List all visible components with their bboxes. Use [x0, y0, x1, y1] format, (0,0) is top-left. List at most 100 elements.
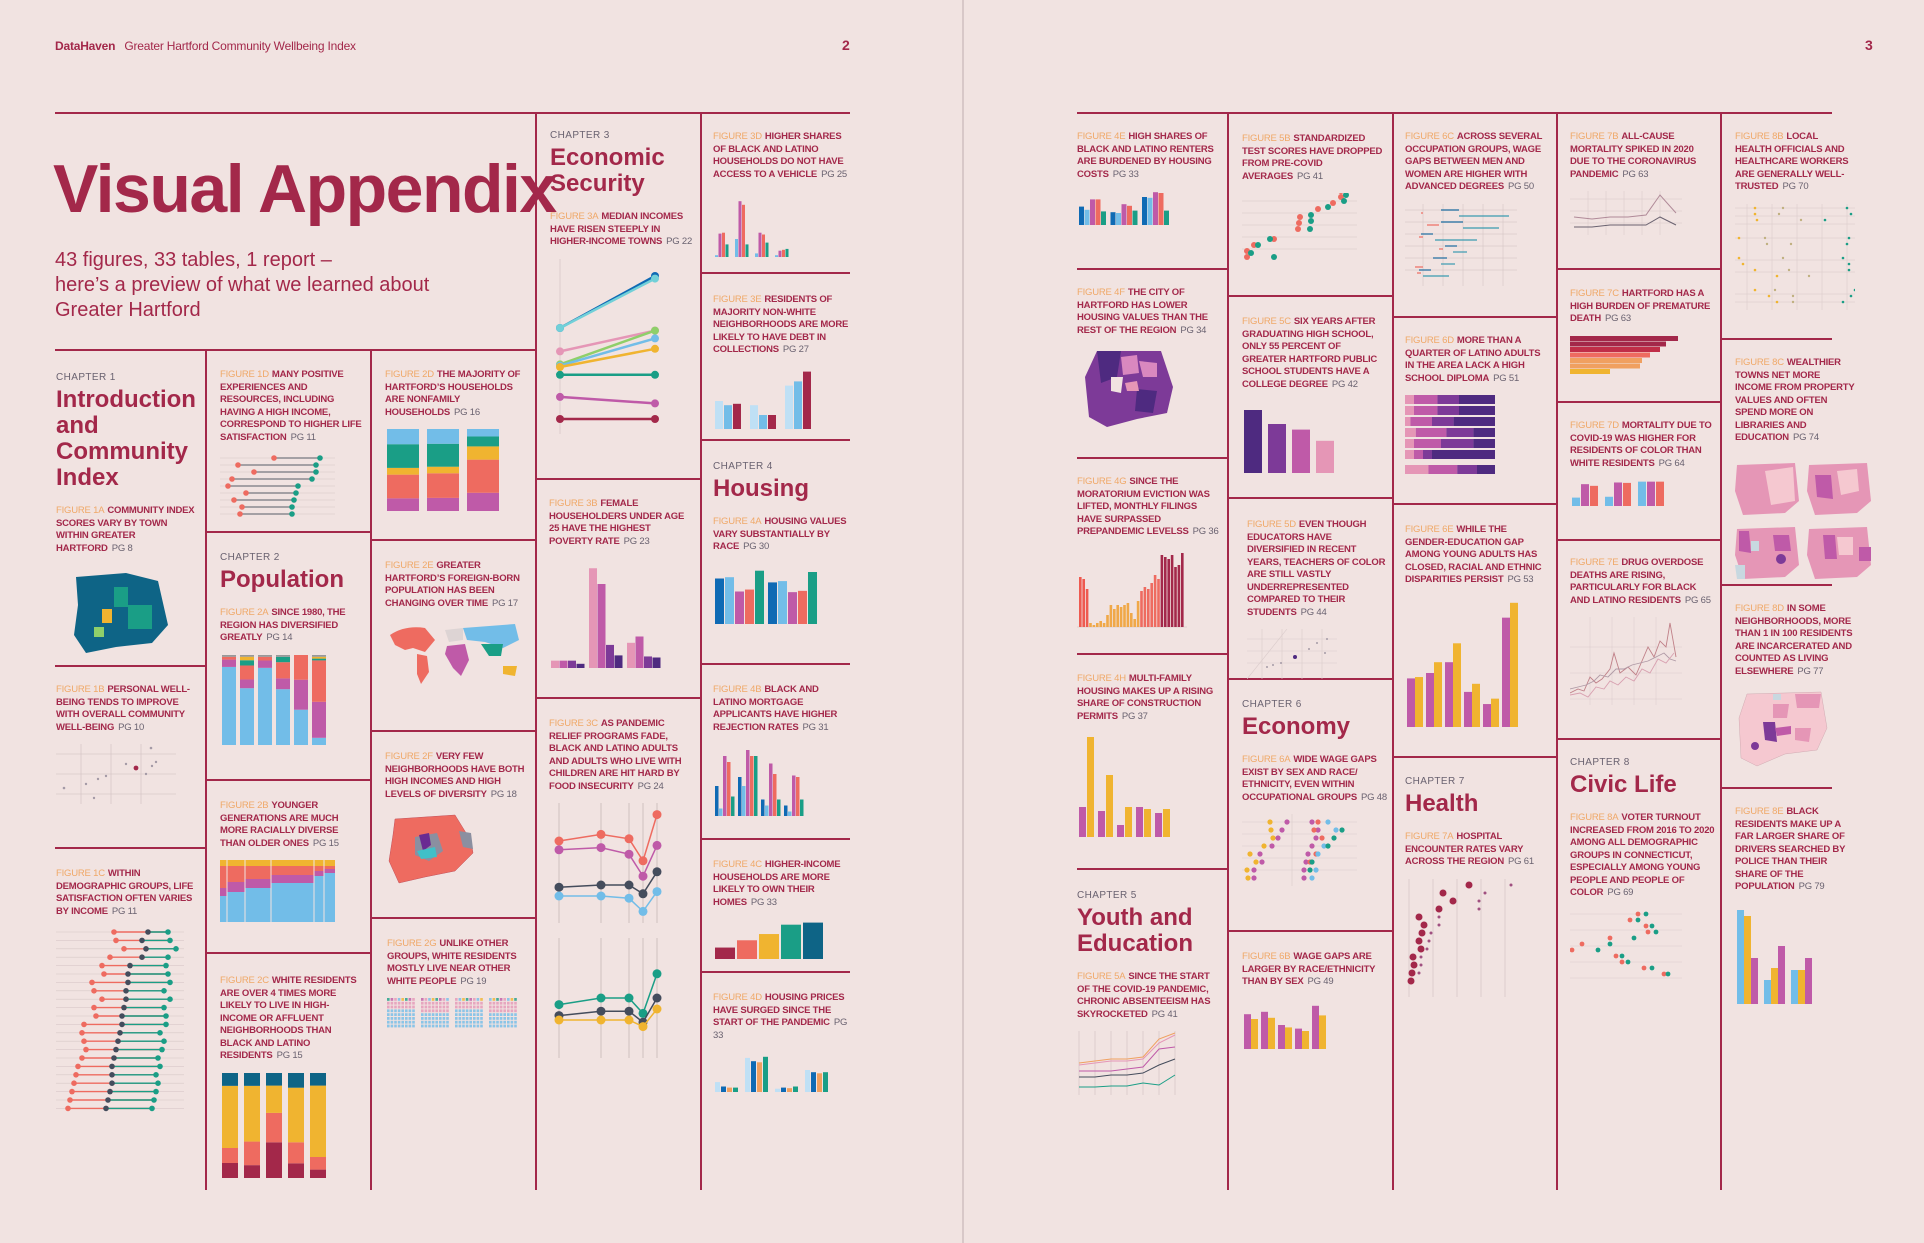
- figure-caption-4e[interactable]: FIGURE 4E HIGH SHARES OF BLACK AND LATINO…: [1077, 131, 1222, 181]
- figure-description: BLACK RESIDENTS MAKE UP A FAR LARGER SHA…: [1735, 806, 1846, 892]
- figure-description: VERY FEW NEIGHBORHOODS HAVE BOTH HIGH IN…: [385, 751, 525, 800]
- figure-caption-4c[interactable]: FIGURE 4C HIGHER-INCOME HOUSEHOLDS ARE MO…: [713, 859, 853, 909]
- figure-caption-4h[interactable]: FIGURE 4H MULTI-FAMILY HOUSING MAKES UP A…: [1077, 673, 1222, 723]
- figure-caption-7c[interactable]: FIGURE 7C HARTFORD HAS A HIGH BURDEN OF P…: [1570, 288, 1715, 326]
- figure-caption-3a[interactable]: FIGURE 3A MEDIAN INCOMES HAVE RISEN STEEP…: [550, 211, 695, 249]
- divider: [1227, 930, 1392, 932]
- figure-label: FIGURE 7A: [1405, 831, 1454, 842]
- figure-caption-1a[interactable]: FIGURE 1A COMMUNITY INDEX SCORES VARY BY …: [56, 505, 198, 555]
- figure-caption-2b[interactable]: FIGURE 2B YOUNGER GENERATIONS ARE MUCH MO…: [220, 800, 365, 850]
- figure-3a-slope-chart: [556, 258, 659, 434]
- figure-caption-8a[interactable]: FIGURE 8A VOTER TURNOUT INCREASED FROM 20…: [1570, 812, 1715, 900]
- divider: [1227, 112, 1229, 1190]
- figure-label: FIGURE 3C: [549, 718, 598, 729]
- page-reference: PG 51: [1493, 372, 1520, 384]
- figure-description: WEALTHIER TOWNS NET MORE INCOME FROM PRO…: [1735, 357, 1855, 443]
- divider: [700, 439, 850, 441]
- figure-caption-2d[interactable]: FIGURE 2D THE MAJORITY OF HARTFORD’S HOUS…: [385, 369, 530, 419]
- figure-description: ACROSS SEVERAL OCCUPATION GROUPS, WAGE G…: [1405, 131, 1543, 192]
- figure-caption-2a[interactable]: FIGURE 2A SINCE 1980, THE REGION HAS DIVE…: [220, 607, 365, 645]
- divider: [205, 952, 370, 954]
- figure-caption-2e[interactable]: FIGURE 2E GREATER HARTFORD’S FOREIGN-BORN…: [385, 560, 530, 610]
- figure-caption-1c[interactable]: FIGURE 1C WITHIN DEMOGRAPHIC GROUPS, LIFE…: [56, 868, 198, 918]
- figure-description: MEDIAN INCOMES HAVE RISEN STEEPLY IN HIG…: [550, 211, 684, 247]
- figure-caption-7d[interactable]: FIGURE 7D MORTALITY DUE TO COVID-19 WAS H…: [1570, 420, 1715, 470]
- figure-1c-panel: FIGURE 1C WITHIN DEMOGRAPHIC GROUPS, LIFE…: [56, 868, 198, 1118]
- figure-caption-6e[interactable]: FIGURE 6E WHILE THE GENDER-EDUCATION GAP …: [1405, 524, 1550, 587]
- page-reference: PG 31: [802, 721, 829, 733]
- figure-label: FIGURE 2D: [385, 369, 434, 380]
- figure-label: FIGURE 7E: [1570, 557, 1619, 568]
- figure-caption-3e[interactable]: FIGURE 3E RESIDENTS OF MAJORITY NON-WHITE…: [713, 294, 853, 357]
- figure-description: WIDE WAGE GAPS EXIST BY SEX AND RACE/ ET…: [1242, 754, 1377, 803]
- figure-caption-5b[interactable]: FIGURE 5B STANDARDIZED TEST SCORES HAVE D…: [1242, 133, 1387, 183]
- figure-8c-small-multiple-maps: [1735, 462, 1871, 579]
- figure-caption-1b[interactable]: FIGURE 1B PERSONAL WELL-BEING TENDS TO IM…: [56, 684, 198, 734]
- page-reference: PG 18: [490, 788, 517, 800]
- figure-label: FIGURE 5B: [1242, 133, 1291, 144]
- figure-4e-bar-chart: [1079, 192, 1169, 225]
- figure-description: WHILE THE GENDER-EDUCATION GAP AMONG YOU…: [1405, 524, 1542, 585]
- figure-description: COMMUNITY INDEX SCORES VARY BY TOWN WITH…: [56, 505, 195, 554]
- figure-caption-1d[interactable]: FIGURE 1D MANY POSITIVE EXPERIENCES AND R…: [220, 369, 365, 444]
- figure-caption-2g[interactable]: FIGURE 2G UNLIKE OTHER GROUPS, WHITE RESI…: [387, 938, 532, 988]
- figure-caption-3b[interactable]: FIGURE 3B FEMALE HOUSEHOLDERS UNDER AGE 2…: [549, 498, 694, 548]
- figure-label: FIGURE 2C: [220, 975, 269, 986]
- figure-label: FIGURE 3B: [549, 498, 598, 509]
- figure-caption-2f[interactable]: FIGURE 2F VERY FEW NEIGHBORHOODS HAVE BOT…: [385, 751, 530, 801]
- figure-4a-bar-chart: [715, 570, 817, 624]
- figure-caption-8d[interactable]: FIGURE 8D IN SOME NEIGHBORHOODS, MORE THA…: [1735, 603, 1855, 678]
- divider: [1227, 497, 1392, 499]
- figure-caption-8c[interactable]: FIGURE 8C WEALTHIER TOWNS NET MORE INCOME…: [1735, 357, 1855, 445]
- figure-2b-mosaic: [220, 860, 335, 922]
- figure-caption-3c[interactable]: FIGURE 3C AS PANDEMIC RELIEF PROGRAMS FAD…: [549, 718, 694, 793]
- figure-6c-range-chart: [1405, 203, 1517, 286]
- figure-caption-3d[interactable]: FIGURE 3D HIGHER SHARES OF BLACK AND LATI…: [713, 131, 853, 181]
- chapter-label: CHAPTER 3: [550, 130, 610, 141]
- figure-8d-panel: FIGURE 8D IN SOME NEIGHBORHOODS, MORE THA…: [1735, 603, 1855, 770]
- figure-6d-panel: FIGURE 6D MORE THAN A QUARTER OF LATINO A…: [1405, 335, 1550, 481]
- figure-label: FIGURE 6A: [1242, 754, 1291, 765]
- figure-4e-panel: FIGURE 4E HIGH SHARES OF BLACK AND LATINO…: [1077, 131, 1222, 225]
- figure-label: FIGURE 2B: [220, 800, 269, 811]
- page-reference: PG 48: [1360, 791, 1387, 803]
- page-reference: PG 65: [1684, 594, 1711, 606]
- brand-name: DataHaven: [55, 39, 116, 53]
- figure-caption-6c[interactable]: FIGURE 6C ACROSS SEVERAL OCCUPATION GROUP…: [1405, 131, 1550, 194]
- figure-caption-6b[interactable]: FIGURE 6B WAGE GAPS ARE LARGER BY RACE/ET…: [1242, 951, 1387, 989]
- page-reference: PG 36: [1192, 526, 1219, 537]
- figure-caption-4d[interactable]: FIGURE 4D HOUSING PRICES HAVE SURGED SINC…: [713, 992, 853, 1042]
- figure-2g-panel: FIGURE 2G UNLIKE OTHER GROUPS, WHITE RESI…: [387, 938, 532, 1032]
- chapter-7-section: CHAPTER 7 Health FIGURE 7A HOSPITAL ENCOU…: [1405, 776, 1550, 997]
- figure-label: FIGURE 7C: [1570, 288, 1619, 299]
- figure-caption-2c[interactable]: FIGURE 2C WHITE RESIDENTS ARE OVER 4 TIME…: [220, 975, 365, 1063]
- figure-caption-7b[interactable]: FIGURE 7B ALL-CAUSE MORTALITY SPIKED IN 2…: [1570, 131, 1715, 181]
- figure-caption-4f[interactable]: FIGURE 4F THE CITY OF HARTFORD HAS LOWER …: [1077, 287, 1222, 337]
- figure-4c-panel: FIGURE 4C HIGHER-INCOME HOUSEHOLDS ARE MO…: [713, 859, 853, 959]
- figure-caption-4b[interactable]: FIGURE 4B BLACK AND LATINO MORTGAGE APPLI…: [713, 684, 853, 734]
- figure-description: WHITE RESIDENTS ARE OVER 4 TIMES MORE LI…: [220, 975, 357, 1061]
- figure-caption-5a[interactable]: FIGURE 5A SINCE THE START OF THE COVID-19…: [1077, 971, 1222, 1021]
- divider: [205, 779, 370, 781]
- figure-5b-dot-plot: [1242, 193, 1357, 260]
- figure-3b-panel: FIGURE 3B FEMALE HOUSEHOLDERS UNDER AGE 2…: [549, 498, 694, 668]
- figure-caption-7a[interactable]: FIGURE 7A HOSPITAL ENCOUNTER RATES VARY A…: [1405, 831, 1550, 869]
- figure-label: FIGURE 7B: [1570, 131, 1619, 142]
- figure-caption-8e[interactable]: FIGURE 8E BLACK RESIDENTS MAKE UP A FAR L…: [1735, 806, 1855, 894]
- figure-description: HOUSING VALUES VARY SUBSTANTIALLY BY RAC…: [713, 516, 847, 552]
- figure-8e-bar-chart: [1737, 909, 1812, 1004]
- figure-caption-6a[interactable]: FIGURE 6A WIDE WAGE GAPS EXIST BY SEX AND…: [1242, 754, 1387, 804]
- figure-caption-6d[interactable]: FIGURE 6D MORE THAN A QUARTER OF LATINO A…: [1405, 335, 1550, 385]
- figure-caption-7e[interactable]: FIGURE 7E DRUG OVERDOSE DEATHS ARE RISING…: [1570, 557, 1715, 607]
- figure-caption-8b[interactable]: FIGURE 8B LOCAL HEALTH OFFICIALS AND HEAL…: [1735, 131, 1855, 194]
- figure-caption-5d[interactable]: FIGURE 5D EVEN THOUGH EDUCATORS HAVE DIVE…: [1247, 519, 1390, 619]
- figure-caption-4a[interactable]: FIGURE 4A HOUSING VALUES VARY SUBSTANTIAL…: [713, 516, 853, 554]
- figure-caption-5c[interactable]: FIGURE 5C SIX YEARS AFTER GRADUATING HIGH…: [1242, 316, 1387, 391]
- page-reference: PG 41: [1297, 170, 1323, 182]
- figure-2e-panel: FIGURE 2E GREATER HARTFORD’S FOREIGN-BORN…: [385, 560, 530, 690]
- figure-caption-4g[interactable]: FIGURE 4G SINCE THE MORATORIUM EVICTION W…: [1077, 476, 1222, 539]
- chapter-1-section: CHAPTER 1 Introduction and Community Ind…: [56, 372, 198, 655]
- figure-7b-panel: FIGURE 7B ALL-CAUSE MORTALITY SPIKED IN 2…: [1570, 131, 1715, 235]
- figure-2c-stacked-bars: [222, 1072, 326, 1178]
- divider: [55, 349, 535, 351]
